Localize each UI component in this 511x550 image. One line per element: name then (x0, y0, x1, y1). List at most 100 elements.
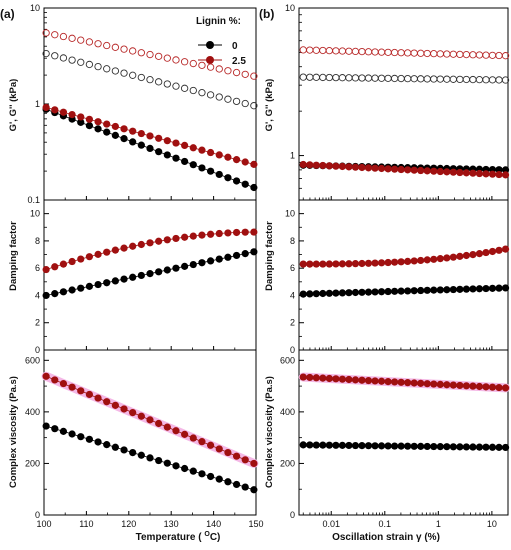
data-point (495, 443, 503, 451)
series-a-modulus-0-open (42, 49, 258, 110)
data-point (325, 374, 333, 383)
data-point (501, 166, 510, 174)
data-point (224, 448, 232, 457)
panel-b-xlabel: Oscillation strain γ (%) (332, 532, 440, 543)
data-point (215, 170, 223, 179)
data-point (306, 260, 314, 268)
data-point (488, 443, 497, 451)
data-point (111, 131, 119, 139)
data-point (371, 48, 379, 56)
data-point (417, 75, 425, 83)
data-point (488, 170, 497, 178)
data-point (384, 165, 392, 173)
data-point (155, 78, 163, 86)
data-point (129, 448, 137, 457)
data-point (319, 441, 327, 449)
data-point (163, 80, 171, 88)
data-point (198, 89, 206, 97)
data-point (77, 433, 85, 441)
series-b-modulus-0-open (299, 73, 510, 84)
data-point (94, 40, 102, 48)
data-point (462, 443, 470, 451)
data-point (137, 129, 145, 138)
data-point (146, 416, 154, 424)
data-point (172, 462, 180, 470)
panel-a-modulus-ylabel: G', G'' (kPa) (8, 79, 19, 132)
data-point (146, 144, 154, 153)
data-point (120, 125, 128, 133)
data-point (163, 54, 171, 62)
data-point (417, 442, 425, 450)
data-point (456, 252, 464, 260)
data-point (501, 284, 510, 292)
data-point (215, 229, 223, 238)
data-point (443, 50, 451, 58)
data-point (501, 245, 510, 253)
data-point (495, 170, 503, 179)
data-point (146, 454, 154, 462)
ytick-label-b-damping: 4 (290, 290, 295, 300)
data-point (241, 456, 249, 464)
data-point (120, 69, 128, 77)
data-point (232, 177, 241, 185)
axes-frame-a-modulus (43, 7, 257, 201)
data-point (111, 277, 119, 285)
data-point (495, 284, 503, 292)
data-point (59, 260, 68, 268)
data-point (404, 166, 412, 174)
data-point (371, 442, 379, 450)
data-point (462, 75, 471, 84)
data-point (103, 279, 111, 287)
data-point (232, 68, 241, 77)
data-point (364, 442, 373, 450)
data-point (384, 287, 392, 296)
data-point (469, 250, 477, 259)
data-point (103, 441, 111, 449)
data-point (501, 171, 510, 179)
series-line (45, 231, 254, 270)
data-point (181, 262, 189, 270)
data-point (155, 419, 163, 428)
data-point (181, 464, 189, 473)
data-point (482, 443, 490, 451)
data-point (443, 75, 451, 83)
data-point (198, 61, 206, 69)
data-point (120, 45, 128, 53)
data-point (377, 259, 386, 267)
series-a-damping-0-solid (42, 248, 258, 300)
data-point (206, 472, 215, 481)
xtick-label-a: 110 (79, 519, 93, 529)
data-point (77, 387, 85, 395)
data-point (462, 50, 471, 59)
data-point (306, 290, 314, 298)
data-point (206, 257, 215, 265)
data-point (129, 273, 137, 281)
data-point (377, 74, 386, 82)
data-point (111, 43, 120, 51)
data-point (189, 232, 197, 240)
data-point (351, 441, 360, 450)
data-point (306, 373, 314, 382)
data-point (351, 74, 360, 82)
data-point (146, 132, 154, 140)
data-point (42, 422, 50, 430)
data-point (85, 253, 94, 261)
data-point (299, 46, 307, 54)
data-point (495, 246, 503, 254)
data-point (475, 250, 484, 258)
data-point (163, 137, 171, 145)
data-point (345, 47, 353, 55)
data-point (449, 443, 457, 451)
data-point (163, 459, 171, 467)
data-point (371, 164, 379, 172)
data-point (358, 47, 366, 56)
data-point (475, 285, 484, 293)
data-point (120, 275, 128, 283)
data-point (410, 257, 418, 265)
xtick-label-a: 120 (121, 519, 136, 529)
data-point (345, 441, 353, 450)
legend-entry-25: 2.5 (232, 56, 246, 67)
ytick-label-b-modulus: 1 (290, 151, 295, 161)
data-point (469, 75, 477, 84)
data-point (312, 73, 320, 81)
